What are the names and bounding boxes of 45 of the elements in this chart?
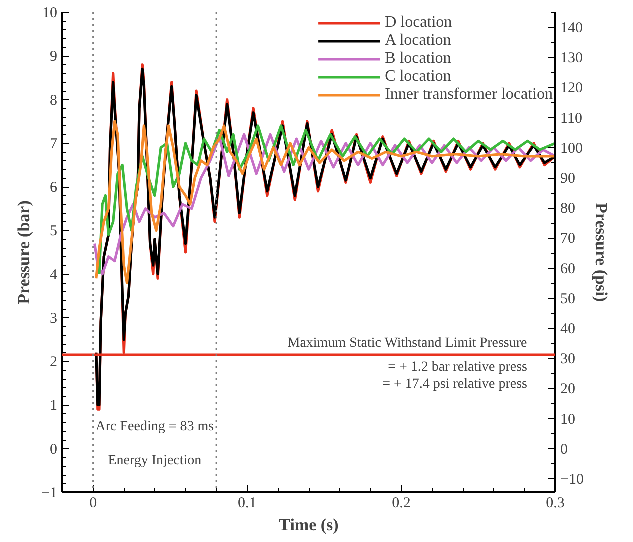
y2-tick-label: 130 bbox=[560, 50, 583, 67]
x-tick-label: 0.1 bbox=[238, 496, 257, 512]
y2-tick-label: 140 bbox=[560, 20, 583, 37]
annotation: = + 1.2 bar relative press bbox=[388, 360, 528, 376]
y2-tick-label: −10 bbox=[560, 472, 584, 488]
legend-label: D location bbox=[385, 14, 452, 32]
y-tick-label: 8 bbox=[50, 92, 58, 109]
y2-tick-label: 80 bbox=[560, 201, 576, 218]
y2-tick-label: 30 bbox=[560, 352, 576, 368]
y-tick-label: 10 bbox=[42, 6, 58, 22]
y2-tick-label: 100 bbox=[560, 140, 583, 157]
y2-tick-label: 90 bbox=[560, 171, 576, 188]
y-tick-label: 9 bbox=[50, 49, 58, 66]
y2-tick-label: 110 bbox=[560, 110, 582, 127]
legend-label: C location bbox=[385, 68, 452, 86]
y2-tick-label: 50 bbox=[560, 291, 576, 308]
y-tick-label: 5 bbox=[50, 224, 58, 240]
annotation: Energy Injection bbox=[108, 454, 202, 468]
y2-tick-label: 40 bbox=[560, 321, 576, 338]
legend-label: A location bbox=[385, 32, 452, 50]
x-tick-label: 0 bbox=[90, 496, 98, 512]
y-tick-label: 0 bbox=[50, 442, 58, 458]
y2-tick-label: 10 bbox=[560, 412, 576, 428]
y2-tick-label: 20 bbox=[560, 382, 576, 398]
y-tick-label: 3 bbox=[50, 310, 58, 327]
legend-label: Inner transformer location bbox=[385, 86, 553, 104]
y2-tick-label: 60 bbox=[560, 261, 576, 278]
annotation: Arc Feeding = 83 ms bbox=[96, 420, 214, 434]
y2-tick-label: 120 bbox=[560, 80, 583, 97]
y-tick-label: 6 bbox=[50, 180, 58, 196]
y2-axis-title: Pressure (psi) bbox=[592, 203, 611, 302]
y2-tick-label: 0 bbox=[560, 442, 568, 458]
y2-tick-label: 70 bbox=[560, 231, 576, 248]
y-tick-label: 4 bbox=[50, 267, 58, 284]
y-tick-label: 2 bbox=[50, 354, 58, 371]
y-axis-title: Pressure (bar) bbox=[14, 200, 34, 304]
ref-line-label: Maximum Static Withstand Limit Pressure bbox=[288, 336, 528, 352]
annotation: = + 17.4 psi relative press bbox=[382, 377, 528, 392]
legend-label: B location bbox=[385, 50, 452, 68]
x-tick-label: 0.2 bbox=[392, 496, 411, 512]
y-tick-label: 7 bbox=[50, 136, 58, 152]
x-tick-label: 0.3 bbox=[546, 496, 565, 512]
y-tick-label: −1 bbox=[42, 486, 58, 502]
x-axis-title: Time (s) bbox=[279, 516, 339, 534]
y-tick-label: 1 bbox=[50, 398, 58, 414]
